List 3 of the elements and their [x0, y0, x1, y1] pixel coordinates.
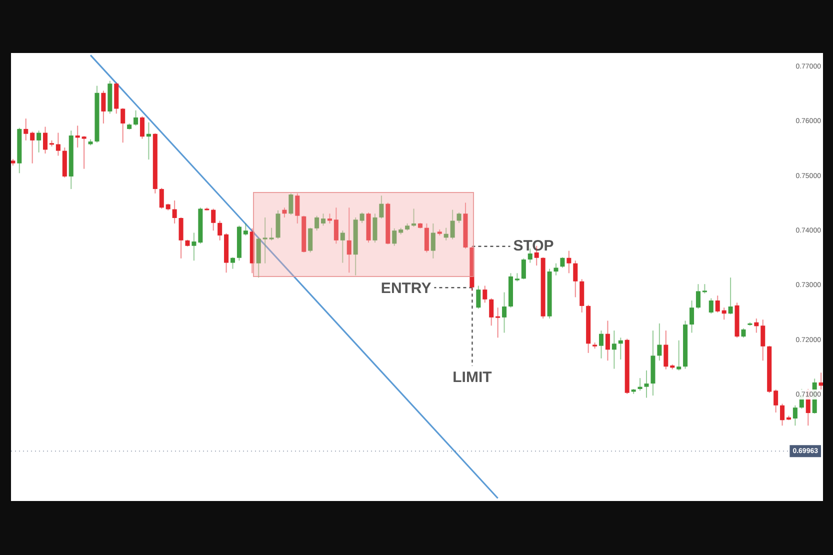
- annotation: ENTRY: [380, 280, 432, 297]
- annotation: STOP: [513, 238, 554, 255]
- annotation: LIMIT: [452, 369, 492, 386]
